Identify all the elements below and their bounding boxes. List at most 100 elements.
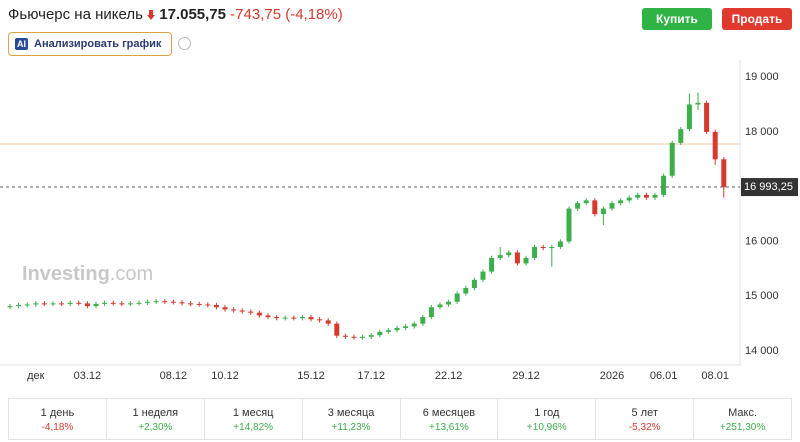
candle-body: [119, 303, 125, 305]
candle-body: [110, 302, 116, 304]
candle-body: [385, 330, 391, 332]
period-change: +11,23%: [331, 422, 371, 433]
period-change: +14,82%: [233, 422, 274, 433]
candle-body: [635, 194, 641, 198]
x-tick-label: дек: [27, 370, 45, 382]
buy-button[interactable]: Купить: [642, 8, 712, 30]
candle-body: [712, 131, 718, 160]
performance-cell[interactable]: 1 день -4,18%: [9, 399, 107, 439]
candle-body: [360, 336, 366, 338]
candle-body: [618, 200, 624, 204]
period-change: -5,32%: [628, 422, 661, 433]
candle-body: [721, 159, 727, 188]
candle-body: [454, 293, 460, 302]
y-tick-label: 16 000: [745, 235, 779, 247]
x-tick-label: 22.12: [435, 370, 463, 382]
candle-body: [256, 312, 262, 316]
candle-body: [411, 323, 417, 327]
candle-body: [222, 307, 228, 310]
watermark-brand: Investing: [22, 263, 110, 285]
candle-body: [592, 200, 598, 215]
candle-body: [299, 317, 305, 319]
candle-body: [678, 129, 684, 143]
y-tick-label: 19 000: [745, 71, 779, 83]
candle-body: [41, 303, 47, 305]
candle-body: [557, 241, 563, 247]
period-change: -4,18%: [41, 422, 74, 433]
candle-body: [566, 208, 572, 242]
candle-body: [291, 317, 297, 319]
performance-cell[interactable]: 6 месяцев +13,61%: [401, 399, 499, 439]
candle-body: [377, 331, 383, 336]
down-arrow: [147, 10, 156, 21]
candle-body: [523, 257, 529, 264]
ai-button[interactable]: AI Анализировать график: [8, 32, 172, 56]
candle-body: [394, 328, 400, 331]
y-tick-label: 15 000: [745, 290, 779, 302]
x-tick-label: 08.12: [160, 370, 188, 382]
period-label: 1 неделя: [132, 407, 179, 419]
candle-body: [188, 303, 194, 305]
candle-body: [368, 335, 374, 337]
candle-body: [437, 304, 443, 308]
price: 17.055,75: [159, 6, 226, 23]
sell-button[interactable]: Продать: [722, 8, 792, 30]
candle-body: [162, 301, 168, 303]
last-price-label: 16 993,25: [744, 181, 793, 193]
period-label: 1 день: [40, 407, 75, 419]
candle-body: [463, 288, 469, 294]
candle-body: [274, 317, 280, 319]
y-tick-label: 14 000: [745, 345, 779, 357]
performance-cell[interactable]: 1 месяц +14,82%: [205, 399, 303, 439]
x-tick-label: 29.12: [512, 370, 540, 382]
candle-body: [248, 311, 254, 313]
candle-body: [471, 279, 477, 289]
period-label: 6 месяцев: [422, 407, 476, 419]
candle-body: [24, 304, 30, 306]
candle-body: [334, 323, 340, 336]
candle-body: [325, 320, 331, 324]
candle-body: [93, 303, 99, 307]
candle-body: [205, 304, 211, 306]
candle-body: [583, 200, 589, 204]
candle-body: [153, 301, 159, 303]
info-icon[interactable]: [178, 37, 191, 50]
candle-body: [84, 303, 90, 307]
candle-body: [102, 302, 108, 304]
candle-body: [265, 315, 271, 318]
period-change: +10,96%: [526, 422, 567, 433]
candle-body: [145, 301, 151, 303]
candle-body: [609, 203, 615, 209]
candle-body: [16, 305, 22, 307]
candle-body: [403, 326, 409, 329]
candle-body: [239, 310, 245, 312]
period-change: +13,61%: [429, 422, 469, 433]
candle-body: [308, 317, 314, 320]
candle-body: [231, 309, 237, 311]
price-change: -743,75 (-4,18%): [230, 6, 343, 23]
period-label: 3 месяца: [327, 407, 375, 419]
candle-body: [489, 257, 495, 272]
performance-cell[interactable]: 5 лет -5,32%: [596, 399, 695, 439]
candle-body: [600, 208, 606, 215]
period-label: 1 месяц: [232, 407, 274, 419]
candle-body: [67, 302, 73, 304]
performance-cell[interactable]: 1 неделя +2,30%: [107, 399, 205, 439]
candle-body: [540, 246, 546, 249]
performance-cell[interactable]: 3 месяца +11,23%: [303, 399, 401, 439]
candle-body: [317, 319, 323, 321]
instrument-title: Фьючерс на никель: [8, 6, 143, 23]
candle-body: [282, 317, 288, 319]
performance-cell[interactable]: 1 год +10,96%: [498, 399, 597, 439]
candle-body: [652, 194, 658, 198]
candle-body: [686, 104, 692, 130]
candle-body: [428, 307, 434, 318]
x-tick-label: 10.12: [211, 370, 239, 382]
x-tick-label: 15.12: [297, 370, 325, 382]
candle-body: [213, 305, 219, 308]
candle-body: [497, 255, 503, 258]
performance-cell[interactable]: Макс. +251,30%: [694, 399, 791, 439]
header: Фьючерс на никель 17.055,75 -743,75 (-4,…: [8, 6, 343, 23]
candle-body: [196, 303, 202, 305]
